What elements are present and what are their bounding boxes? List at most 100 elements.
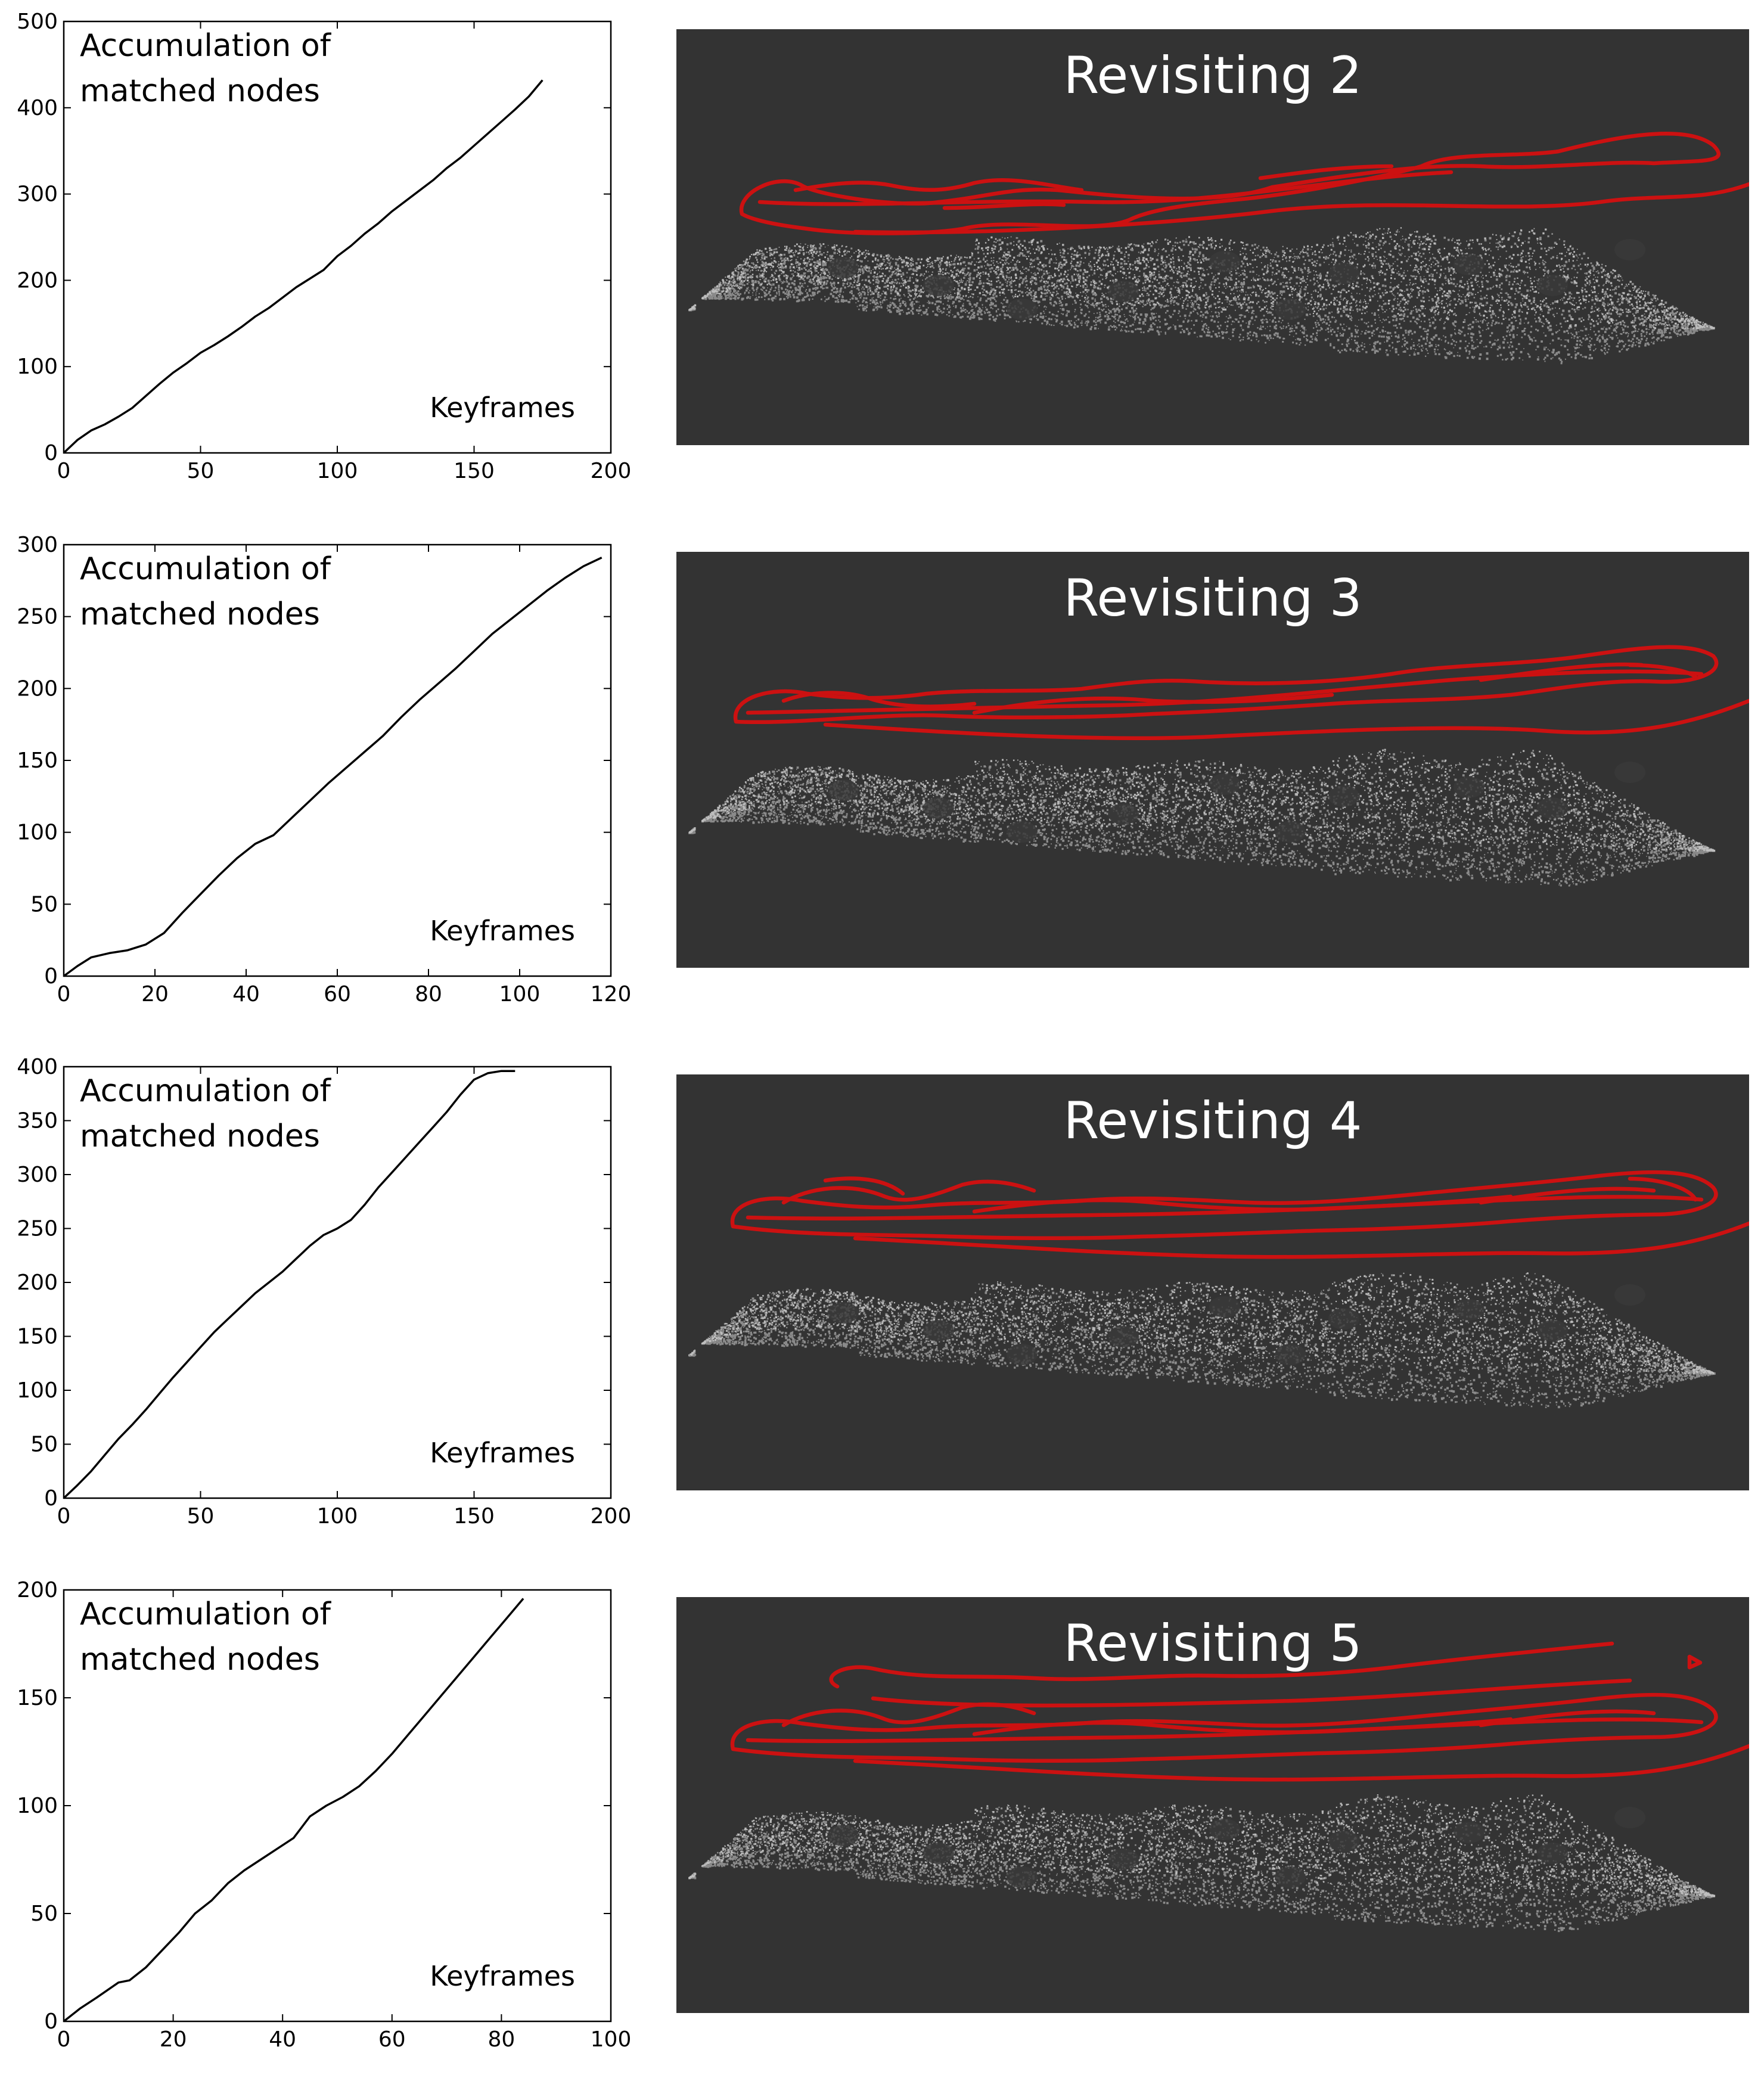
series-line xyxy=(63,79,544,454)
matched-nodes-chart-1: 0 50 100 150 200 0 100 200 300 400 500 Accumulation… xyxy=(0,0,644,507)
x-tick-label: 0 xyxy=(57,2027,71,2052)
point-cloud-points xyxy=(688,228,1715,365)
trajectory-path xyxy=(730,1170,1718,1240)
crater xyxy=(1209,251,1240,272)
point-cloud-highlights xyxy=(688,1794,1716,1897)
matched-nodes-chart-3: 0 50 100 150 200 0 50 100 150 200 250 300 350 400 Accu… xyxy=(0,1045,644,1552)
trajectory-path xyxy=(746,669,1704,715)
chart-svg-1: 0 50 100 150 200 0 100 200 300 400 500 Accumulation… xyxy=(17,10,632,483)
chart-svg-3: 0 50 100 150 200 0 50 100 150 200 250 300 350 400 Accu… xyxy=(17,1055,631,1529)
point-cloud xyxy=(688,1272,1716,1409)
crater xyxy=(828,779,859,801)
y-tick-label: 400 xyxy=(17,1055,58,1079)
trajectory-path xyxy=(972,692,1334,715)
trajectory-path xyxy=(1479,662,1644,682)
series-line xyxy=(63,1070,515,1499)
crater xyxy=(1614,1284,1645,1306)
matched-nodes-chart-4: 0 20 40 60 80 100 0 50 100 150 200 Accumulation of m… xyxy=(0,1568,644,2075)
crater xyxy=(1275,299,1306,320)
crater xyxy=(923,797,954,819)
series-line xyxy=(63,1598,524,2023)
y-tick-label: 300 xyxy=(17,533,58,557)
trajectory-path xyxy=(853,1221,1749,1259)
y-tick-label: 0 xyxy=(44,964,58,989)
x-tick-label: 60 xyxy=(324,982,351,1007)
annotation-line-1: Accumulation of xyxy=(80,1073,332,1109)
y-tick-label: 150 xyxy=(17,1325,58,1349)
y-tick-label: 200 xyxy=(17,268,58,293)
trajectory-path xyxy=(793,178,1084,192)
y-tick-label: 150 xyxy=(17,1686,58,1710)
x-tick-label: 100 xyxy=(591,2027,632,2052)
trajectory-path xyxy=(1479,1186,1656,1205)
crater xyxy=(1537,275,1568,296)
crater xyxy=(1328,785,1359,807)
crater xyxy=(1209,1819,1240,1840)
trajectory-path xyxy=(823,1176,905,1196)
trajectory xyxy=(730,1170,1749,1259)
crater xyxy=(1007,1866,1038,1888)
point-cloud-points xyxy=(688,1796,1715,1933)
panel-title: Revisiting 2 xyxy=(1063,46,1362,105)
trajectory-path xyxy=(942,202,1066,210)
y-tick-label: 100 xyxy=(17,355,58,379)
point-cloud-points xyxy=(688,750,1716,887)
crater xyxy=(1537,1843,1568,1864)
annotation-line-2: matched nodes xyxy=(80,1642,320,1678)
x-tick-label: 20 xyxy=(141,982,169,1007)
crater xyxy=(1108,1326,1139,1347)
trajectory-path xyxy=(1687,1654,1703,1670)
y-tick-label: 100 xyxy=(17,1794,58,1818)
point-cloud xyxy=(688,748,1716,887)
chart-svg-4: 0 20 40 60 80 100 0 50 100 150 200 Accumulation of m… xyxy=(17,1578,632,2052)
crater xyxy=(1007,299,1038,320)
crater xyxy=(1454,1299,1485,1321)
annotation-line-2: matched nodes xyxy=(80,597,320,632)
point-cloud xyxy=(688,227,1715,365)
crater xyxy=(1614,762,1645,783)
x-tick-label: 200 xyxy=(591,459,632,483)
y-tick-label: 150 xyxy=(17,748,58,773)
x-tick-label: 0 xyxy=(57,459,71,483)
y-tick-label: 300 xyxy=(17,182,58,207)
plot-frame xyxy=(63,543,612,977)
annotation-line-1: Accumulation of xyxy=(80,551,332,587)
series-line xyxy=(63,557,603,977)
y-tick-label: 0 xyxy=(44,441,58,465)
trajectory-path xyxy=(853,182,1749,235)
x-tick-label: 0 xyxy=(57,982,71,1007)
y-tick-label: 500 xyxy=(17,10,58,34)
annotation-line-2: matched nodes xyxy=(80,73,320,109)
panel-background xyxy=(676,1074,1749,1490)
annotation-line-1: Accumulation of xyxy=(80,1596,332,1632)
trajectory xyxy=(730,1641,1749,1782)
trajectory-path xyxy=(733,645,1719,725)
chart-svg-2: 0 20 40 60 80 100 120 0 50 100 150 200 250 300 Accumul… xyxy=(17,533,631,1007)
y-tick-label: 50 xyxy=(30,1902,58,1926)
plot-frame xyxy=(63,20,612,454)
x-axis-label: Keyframes xyxy=(430,915,575,947)
pointcloud-view-1 xyxy=(676,29,1749,445)
crater xyxy=(828,1825,859,1846)
revisit-panel-1: Revisiting 2 xyxy=(676,29,1749,445)
crater xyxy=(1537,1320,1568,1341)
crater xyxy=(1108,281,1139,302)
point-cloud xyxy=(688,1794,1716,1933)
point-cloud-highlights xyxy=(688,227,1715,330)
trajectory-path xyxy=(1628,663,1698,679)
x-tick-label: 80 xyxy=(487,2027,515,2052)
pointcloud-view-3 xyxy=(676,1074,1749,1490)
y-tick-label: 200 xyxy=(17,676,58,701)
trajectory-path xyxy=(823,698,1749,740)
crater xyxy=(1007,1344,1038,1365)
y-tick-label: 50 xyxy=(30,892,58,917)
trajectory-path xyxy=(739,132,1720,235)
trajectory-path xyxy=(1479,1709,1656,1728)
y-tick-label: 50 xyxy=(30,1433,58,1457)
crater xyxy=(1275,821,1306,843)
crater xyxy=(923,275,954,296)
crater xyxy=(1275,1344,1306,1365)
y-tick-label: 0 xyxy=(44,1486,58,1511)
panel-title: Revisiting 5 xyxy=(1063,1614,1362,1673)
x-axis-label: Keyframes xyxy=(430,1960,575,1992)
